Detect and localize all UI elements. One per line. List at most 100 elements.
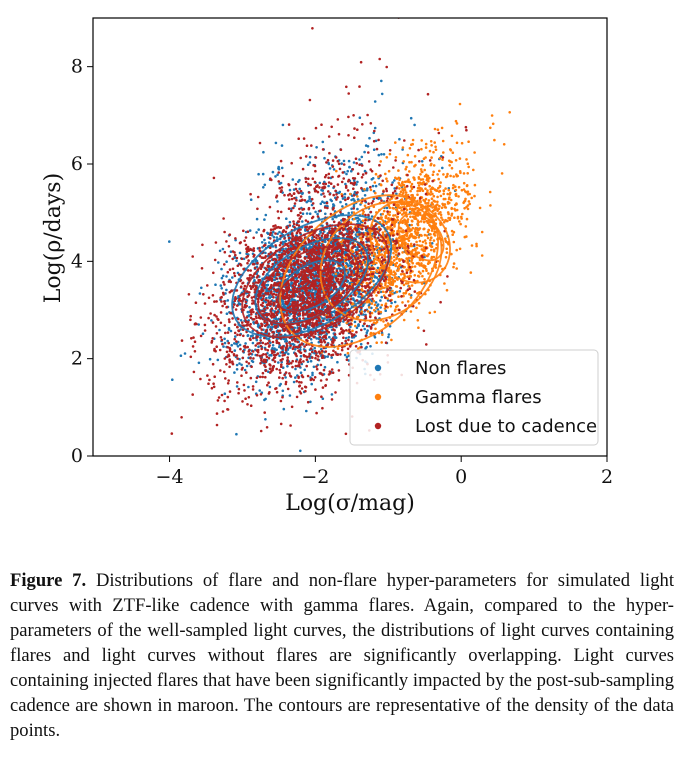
scatter-point	[475, 242, 478, 246]
scatter-point	[424, 242, 428, 245]
scatter-point	[363, 150, 366, 154]
scatter-point	[371, 275, 375, 278]
scatter-point	[406, 275, 409, 279]
scatter-point	[402, 191, 405, 194]
scatter-point	[458, 247, 462, 251]
scatter-point	[377, 153, 381, 157]
scatter-point	[264, 330, 268, 334]
scatter-point	[311, 371, 314, 375]
scatter-point	[203, 329, 207, 332]
scatter-point	[405, 257, 408, 260]
scatter-point	[384, 172, 387, 176]
scatter-point	[427, 199, 431, 202]
scatter-point	[448, 201, 451, 205]
scatter-point	[219, 284, 223, 287]
scatter-point	[227, 341, 230, 345]
scatter-point	[456, 216, 460, 220]
scatter-point	[444, 255, 448, 259]
scatter-point	[417, 326, 420, 330]
scatter-point	[287, 238, 291, 242]
scatter-point	[381, 290, 385, 294]
scatter-point	[437, 207, 441, 211]
scatter-point	[452, 262, 456, 265]
scatter-point	[448, 164, 452, 167]
scatter-point	[321, 317, 324, 320]
scatter-point	[361, 219, 365, 222]
scatter-point	[398, 259, 401, 263]
scatter-point	[350, 340, 354, 343]
scatter-point	[425, 343, 428, 346]
scatter-point	[381, 212, 385, 216]
scatter-point	[293, 326, 297, 330]
scatter-point	[422, 198, 425, 202]
scatter-point	[240, 363, 243, 367]
scatter-point	[403, 274, 407, 278]
scatter-point	[244, 243, 248, 247]
scatter-point	[493, 138, 496, 142]
scatter-point	[387, 267, 391, 270]
scatter-point	[439, 213, 443, 217]
scatter-point	[417, 236, 421, 239]
scatter-point	[353, 127, 356, 130]
scatter-point	[433, 127, 437, 131]
scatter-point	[381, 219, 385, 222]
scatter-point	[254, 344, 257, 347]
scatter-point	[417, 148, 420, 152]
scatter-point	[379, 160, 383, 163]
scatter-point	[406, 261, 409, 265]
scatter-point	[220, 287, 223, 290]
scatter-point	[433, 141, 437, 144]
scatter-point	[414, 232, 418, 235]
scatter-point	[444, 239, 448, 243]
scatter-point	[391, 261, 395, 265]
scatter-point	[396, 304, 399, 308]
scatter-point	[389, 269, 393, 272]
scatter-point	[355, 183, 358, 186]
scatter-point	[350, 265, 354, 268]
scatter-point	[336, 360, 339, 364]
scatter-point	[200, 286, 203, 290]
scatter-point	[280, 166, 284, 170]
scatter-point	[453, 216, 456, 219]
scatter-point	[403, 239, 406, 242]
scatter-point	[423, 255, 426, 259]
scatter-point	[468, 202, 472, 206]
scatter-point	[180, 339, 184, 342]
scatter-point	[261, 246, 264, 249]
scatter-point	[394, 253, 398, 256]
scatter-point	[258, 141, 262, 145]
scatter-point	[277, 171, 281, 174]
scatter-point	[222, 280, 225, 284]
scatter-point	[236, 381, 239, 384]
scatter-point	[409, 215, 412, 219]
scatter-point	[260, 347, 264, 351]
scatter-point	[228, 358, 231, 361]
scatter-point	[228, 233, 232, 236]
scatter-point	[358, 116, 362, 119]
scatter-point	[370, 215, 374, 218]
scatter-point	[308, 336, 311, 340]
scatter-point	[420, 187, 423, 190]
scatter-point	[423, 175, 427, 178]
scatter-point	[233, 371, 236, 374]
scatter-point	[171, 378, 174, 382]
scatter-point	[379, 306, 382, 309]
scatter-point	[257, 345, 260, 349]
scatter-point	[304, 246, 308, 249]
scatter-point	[223, 230, 226, 234]
scatter-point	[402, 283, 406, 287]
scatter-point	[283, 237, 286, 240]
scatter-point	[242, 257, 246, 261]
scatter-point	[220, 267, 223, 271]
scatter-point	[402, 318, 406, 322]
scatter-point	[266, 326, 270, 329]
scatter-point	[379, 310, 383, 314]
scatter-point	[325, 222, 329, 225]
scatter-point	[333, 333, 337, 336]
scatter-point	[294, 367, 297, 371]
scatter-point	[464, 197, 467, 201]
scatter-point	[430, 236, 433, 240]
scatter-point	[443, 282, 446, 285]
scatter-point	[313, 235, 316, 239]
scatter-point	[411, 261, 415, 265]
